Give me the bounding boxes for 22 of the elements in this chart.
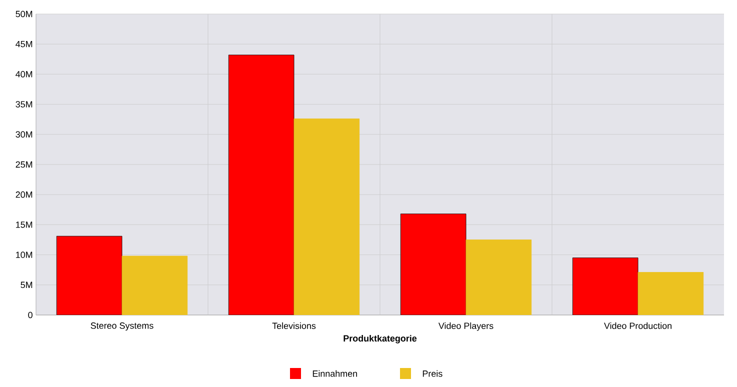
bar [572, 258, 638, 315]
legend-label: Einnahmen [312, 370, 357, 377]
y-tick-label: 15M [16, 222, 32, 228]
y-tick-label: 40M [16, 71, 32, 78]
x-tick-label: Stereo Systems [90, 322, 154, 331]
bar [400, 214, 466, 315]
legend-label: Preis [422, 370, 442, 377]
x-tick-label: Video Players [438, 322, 494, 331]
y-tick-label: 45M [16, 40, 32, 48]
bar [228, 54, 294, 315]
y-tick-label: 30M [16, 131, 32, 138]
y-tick-label: 50M [16, 10, 32, 18]
y-tick-label: 25M [16, 161, 32, 168]
bar [56, 236, 122, 315]
y-tick-label: 10M [16, 252, 32, 258]
x-tick-label: Video Production [604, 322, 672, 330]
y-tick-label: 20M [16, 191, 32, 198]
x-tick-label: Televisions [272, 322, 316, 330]
y-tick-label: 5M [20, 282, 32, 288]
x-axis-title: Produktkategorie [344, 334, 417, 344]
y-tick-label: 35M [16, 101, 32, 108]
y-tick-label: 0 [28, 312, 32, 318]
